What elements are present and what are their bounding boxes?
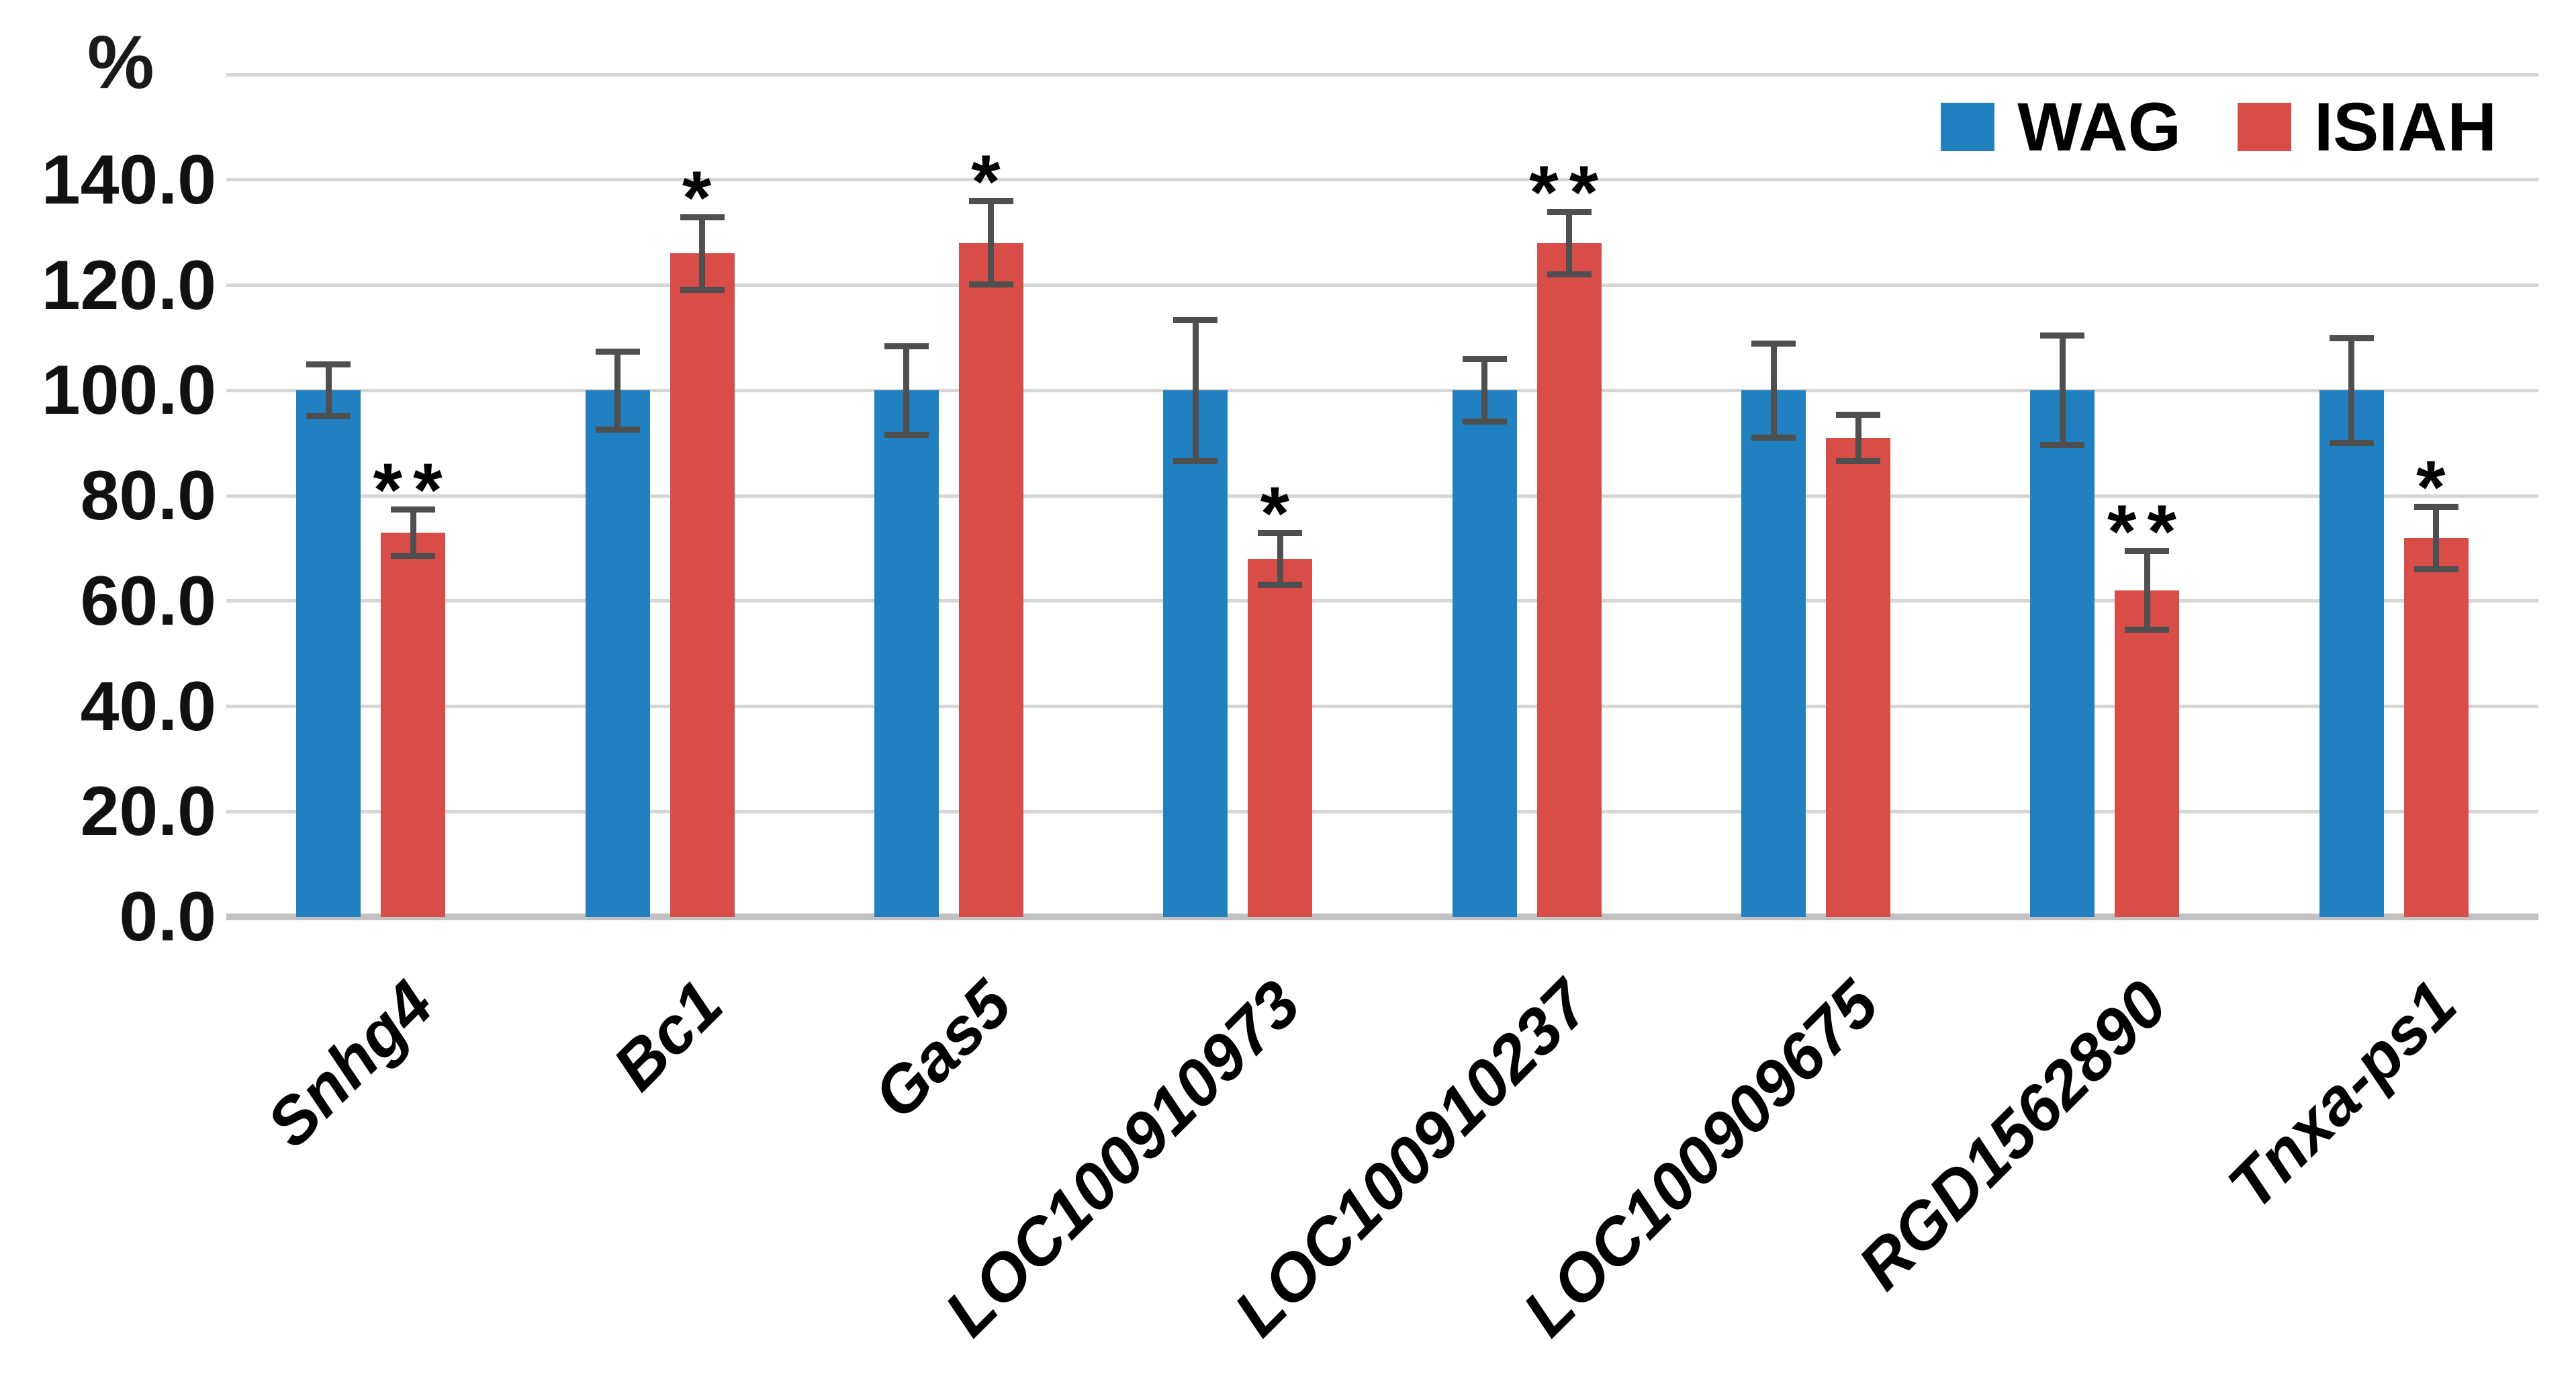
significance-marker: * [1260, 472, 1301, 556]
significance-marker: ** [373, 447, 453, 532]
significance-marker: * [682, 155, 723, 240]
bar-isiah-bc1 [670, 253, 735, 917]
legend-swatch-icon [2237, 103, 2291, 151]
y-axis-tick-label: 80.0 [80, 457, 216, 535]
error-bar [1173, 316, 1218, 464]
error-bar [595, 348, 640, 433]
bar-isiah-gas5 [958, 242, 1023, 917]
bar-wag-rgd1562890 [2030, 390, 2095, 917]
bar-wag-bc1 [585, 390, 650, 917]
plot-area: ** * * * ** ** * [226, 73, 2538, 920]
bar-wag-loc100909675 [1741, 390, 1806, 917]
error-bar [1547, 208, 1592, 277]
legend-swatch-icon [1941, 103, 1995, 151]
error-bar [2329, 335, 2374, 446]
bar-isiah-loc100910237 [1536, 242, 1602, 917]
error-bar [391, 506, 436, 560]
gridline [226, 178, 2538, 182]
bar-isiah-loc100909675 [1826, 437, 1891, 917]
error-bar [1462, 356, 1507, 425]
significance-marker: ** [1529, 150, 1610, 234]
bar-wag-gas5 [874, 390, 939, 917]
significance-marker: ** [2107, 490, 2188, 574]
significance-marker: * [971, 140, 1011, 224]
bar-wag-snhg4 [296, 390, 361, 917]
bar-wag-loc100910973 [1163, 390, 1228, 917]
legend-item-wag: WAG [1941, 93, 2181, 161]
error-bar [968, 198, 1013, 288]
legend-item-isiah: ISIAH [2237, 89, 2497, 165]
y-axis-tick-label: 60.0 [80, 562, 216, 640]
bar-isiah-snhg4 [381, 532, 446, 917]
bar-isiah-tnxa-ps1 [2403, 537, 2469, 917]
error-bar [2040, 332, 2085, 449]
error-bar [1258, 529, 1303, 588]
y-axis-tick-label: 0.0 [119, 878, 216, 956]
legend-label: WAG [2017, 89, 2181, 165]
gridline [226, 809, 2538, 813]
error-bar [1751, 340, 1796, 441]
error-bar [2413, 503, 2458, 572]
legend: WAG ISIAH [1941, 93, 2497, 161]
y-axis-tick-label: 20.0 [80, 772, 216, 851]
gridline [226, 599, 2538, 603]
error-bar [1836, 411, 1881, 464]
y-axis-tick-label: 40.0 [80, 667, 216, 746]
error-bar [2125, 548, 2170, 633]
error-bar [884, 343, 929, 438]
bar-isiah-loc100910973 [1248, 559, 1313, 917]
error-bar [680, 214, 725, 294]
legend-label: ISIAH [2313, 89, 2497, 165]
y-axis-tick-label: 120.0 [41, 246, 216, 324]
y-axis-tick-label: 100.0 [41, 351, 216, 430]
y-axis-tick-label: 140.0 [41, 140, 216, 219]
y-axis-unit-label: % [87, 20, 154, 104]
bar-wag-loc100910237 [1452, 390, 1517, 917]
significance-marker: * [2416, 445, 2456, 529]
gridline [226, 283, 2538, 287]
gridline [226, 705, 2538, 708]
x-axis-line [226, 914, 2538, 920]
bar-isiah-rgd1562890 [2115, 590, 2180, 917]
gridline [226, 388, 2538, 392]
bar-wag-tnxa-ps1 [2319, 390, 2384, 917]
gridline [226, 73, 2538, 77]
gridline [226, 494, 2538, 498]
error-bar [306, 361, 351, 420]
